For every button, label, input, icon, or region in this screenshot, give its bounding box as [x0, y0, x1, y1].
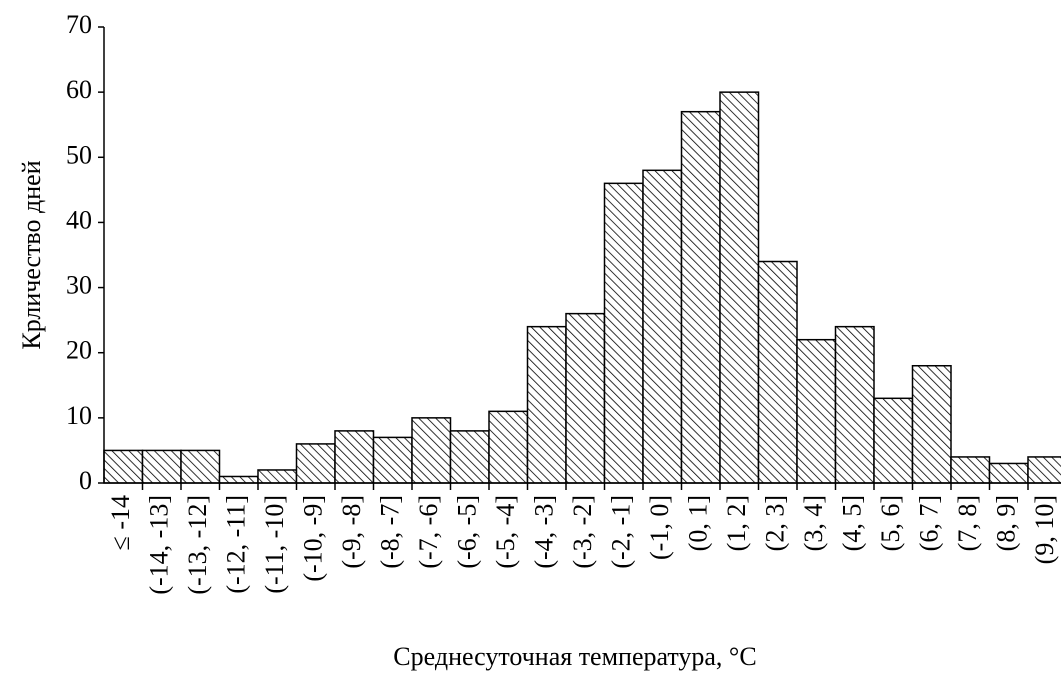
- bar: [873, 397, 914, 484]
- bar: [488, 410, 529, 484]
- bar: [834, 325, 875, 484]
- bar: [757, 260, 798, 484]
- bar: [950, 456, 991, 484]
- bar: [372, 436, 413, 484]
- x-tick-label: (1, 2]: [722, 495, 751, 551]
- bar: [526, 325, 567, 484]
- x-tick-label: (3, 4]: [799, 495, 828, 551]
- bar: [988, 462, 1029, 484]
- y-axis-label: Крличество дней: [17, 160, 46, 349]
- x-tick-label: (-5, -4]: [491, 495, 520, 569]
- bar: [565, 312, 606, 484]
- bar: [103, 449, 144, 484]
- bar: [911, 364, 952, 484]
- x-tick-label: (-4, -3]: [530, 495, 559, 569]
- bar: [411, 417, 452, 484]
- bar: [796, 338, 837, 484]
- bar: [334, 430, 375, 484]
- bar: [257, 469, 298, 484]
- bar: [218, 475, 259, 484]
- y-tick-label: 40: [66, 205, 92, 234]
- bar: [642, 169, 683, 484]
- x-tick-label: (-9, -8]: [337, 495, 366, 569]
- bar: [680, 110, 721, 484]
- x-tick-label: (7, 8]: [953, 495, 982, 551]
- x-tick-label: (-13, -12]: [183, 495, 212, 595]
- y-tick-label: 10: [66, 401, 92, 430]
- x-tick-label: (4, 5]: [838, 495, 867, 551]
- bar: [1027, 456, 1061, 484]
- x-tick-label: (-14, -13]: [145, 495, 174, 595]
- x-tick-label: (-3, -2]: [568, 495, 597, 569]
- x-tick-label: (-7, -6]: [414, 495, 443, 569]
- bar: [719, 91, 760, 484]
- bar: [603, 182, 644, 484]
- x-tick-label: (-10, -9]: [299, 495, 328, 582]
- x-axis-label: Среднесуточная температура, °C: [393, 642, 756, 671]
- x-tick-label: (8, 9]: [992, 495, 1021, 551]
- y-tick-label: 20: [66, 336, 92, 365]
- x-tick-label: (-12, -11]: [222, 495, 251, 594]
- bar: [295, 443, 336, 484]
- y-tick-label: 60: [66, 75, 92, 104]
- x-tick-label: (-1, 0]: [645, 495, 674, 560]
- y-tick-label: 0: [79, 466, 92, 495]
- x-tick-label: (-8, -7]: [376, 495, 405, 569]
- y-tick-label: 70: [66, 10, 92, 39]
- x-tick-label: (9, 10]: [1030, 495, 1059, 564]
- x-tick-label: (-2, -1]: [607, 495, 636, 569]
- y-tick-label: 30: [66, 271, 92, 300]
- bar: [449, 430, 490, 484]
- bar: [141, 449, 182, 484]
- x-tick-label: (-6, -5]: [453, 495, 482, 569]
- x-tick-label: (5, 6]: [876, 495, 905, 551]
- x-tick-label: ≤ -14: [106, 495, 135, 550]
- bar: [180, 449, 221, 484]
- x-tick-label: (6, 7]: [915, 495, 944, 551]
- x-tick-label: (-11, -10]: [260, 495, 289, 594]
- x-tick-label: (0, 1]: [684, 495, 713, 551]
- y-tick-label: 50: [66, 140, 92, 169]
- x-tick-label: (2, 3]: [761, 495, 790, 551]
